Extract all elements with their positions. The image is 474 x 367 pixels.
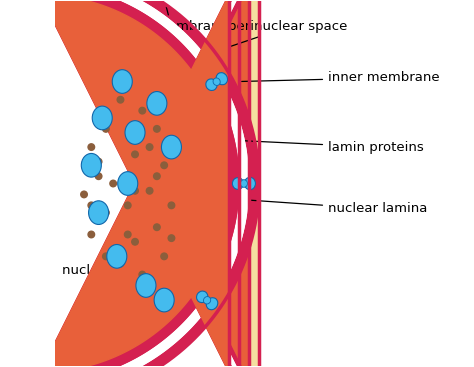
Ellipse shape <box>92 106 112 130</box>
Circle shape <box>88 202 95 208</box>
Polygon shape <box>40 0 259 367</box>
Circle shape <box>88 144 95 150</box>
Polygon shape <box>40 0 239 367</box>
Circle shape <box>168 202 175 208</box>
Circle shape <box>102 126 109 132</box>
Circle shape <box>146 144 153 150</box>
Circle shape <box>117 260 124 267</box>
Circle shape <box>154 224 160 230</box>
Ellipse shape <box>118 172 138 195</box>
Ellipse shape <box>82 153 101 177</box>
Ellipse shape <box>213 78 220 86</box>
Polygon shape <box>40 0 249 367</box>
Circle shape <box>95 159 102 165</box>
Circle shape <box>95 173 102 179</box>
Circle shape <box>139 271 146 278</box>
Circle shape <box>81 191 87 198</box>
Ellipse shape <box>154 288 174 312</box>
Circle shape <box>168 235 175 241</box>
Ellipse shape <box>216 73 228 85</box>
Circle shape <box>154 173 160 179</box>
Circle shape <box>161 162 167 168</box>
Circle shape <box>139 108 146 114</box>
Circle shape <box>117 97 124 103</box>
Ellipse shape <box>245 177 255 190</box>
Circle shape <box>132 151 138 158</box>
Text: perinuclear space: perinuclear space <box>207 21 347 54</box>
Polygon shape <box>40 0 249 367</box>
Ellipse shape <box>206 298 218 310</box>
Circle shape <box>146 188 153 194</box>
Circle shape <box>125 202 131 208</box>
Text: inner membrane: inner membrane <box>242 71 440 84</box>
Text: nuclear lamina: nuclear lamina <box>222 198 428 215</box>
Circle shape <box>132 239 138 245</box>
Ellipse shape <box>162 135 182 159</box>
Ellipse shape <box>206 79 217 91</box>
Polygon shape <box>40 0 229 367</box>
Circle shape <box>161 253 167 259</box>
Polygon shape <box>40 0 249 367</box>
Ellipse shape <box>112 70 132 93</box>
Circle shape <box>154 126 160 132</box>
Text: nuclear pores: nuclear pores <box>62 264 214 285</box>
Text: ribosomes: ribosomes <box>68 39 137 79</box>
Ellipse shape <box>125 121 145 144</box>
Circle shape <box>110 180 117 187</box>
Ellipse shape <box>136 274 156 297</box>
Ellipse shape <box>147 91 167 115</box>
Ellipse shape <box>240 180 247 187</box>
Polygon shape <box>40 0 229 367</box>
Ellipse shape <box>89 201 109 225</box>
Ellipse shape <box>197 291 208 303</box>
Polygon shape <box>40 0 239 367</box>
Ellipse shape <box>232 178 244 189</box>
Text: lamin proteins: lamin proteins <box>226 140 424 153</box>
Circle shape <box>125 231 131 238</box>
Circle shape <box>132 188 138 194</box>
Ellipse shape <box>203 297 211 304</box>
Text: outer membrane: outer membrane <box>115 7 228 33</box>
Polygon shape <box>40 0 259 367</box>
Circle shape <box>102 253 109 259</box>
Circle shape <box>88 231 95 238</box>
Circle shape <box>102 209 109 216</box>
Ellipse shape <box>107 244 127 268</box>
